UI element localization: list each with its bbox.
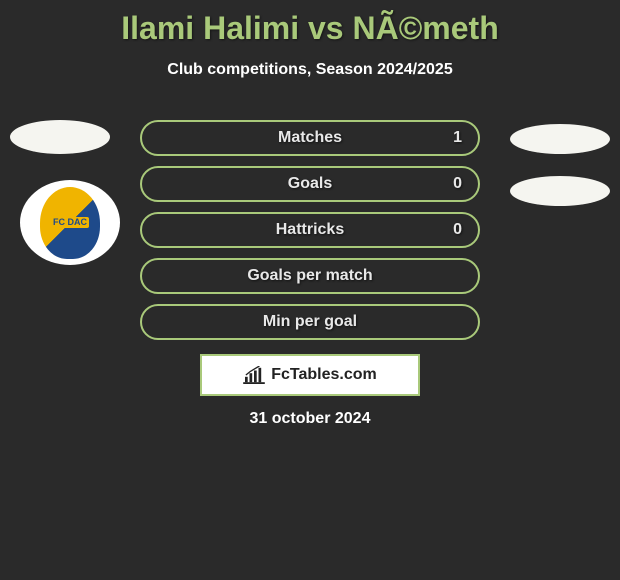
player-right-avatar-1 bbox=[510, 124, 610, 154]
player-right-avatar-2 bbox=[510, 176, 610, 206]
stat-row-min-per-goal: Min per goal bbox=[140, 304, 480, 340]
stat-row-hattricks: Hattricks 0 bbox=[140, 212, 480, 248]
stat-label: Matches bbox=[278, 129, 342, 147]
stat-label: Hattricks bbox=[276, 221, 344, 239]
chart-icon bbox=[243, 366, 265, 384]
stat-label: Goals per match bbox=[247, 267, 372, 285]
stat-label: Min per goal bbox=[263, 313, 357, 331]
stat-row-goals-per-match: Goals per match bbox=[140, 258, 480, 294]
date-label: 31 october 2024 bbox=[0, 410, 620, 428]
subtitle: Club competitions, Season 2024/2025 bbox=[0, 61, 620, 79]
club-badge: FC DAC bbox=[20, 180, 120, 265]
stat-value: 0 bbox=[453, 175, 462, 193]
page-title: Ilami Halimi vs NÃ©meth bbox=[0, 0, 620, 47]
stat-value: 1 bbox=[453, 129, 462, 147]
club-badge-shield: FC DAC bbox=[40, 187, 100, 259]
club-badge-text: FC DAC bbox=[51, 217, 89, 228]
brand-box[interactable]: FcTables.com bbox=[200, 354, 420, 396]
stats-container: Matches 1 Goals 0 Hattricks 0 Goals per … bbox=[140, 120, 480, 350]
stat-row-matches: Matches 1 bbox=[140, 120, 480, 156]
player-left-avatar bbox=[10, 120, 110, 154]
stat-row-goals: Goals 0 bbox=[140, 166, 480, 202]
brand-text: FcTables.com bbox=[271, 366, 377, 384]
stat-value: 0 bbox=[453, 221, 462, 239]
stat-label: Goals bbox=[288, 175, 332, 193]
